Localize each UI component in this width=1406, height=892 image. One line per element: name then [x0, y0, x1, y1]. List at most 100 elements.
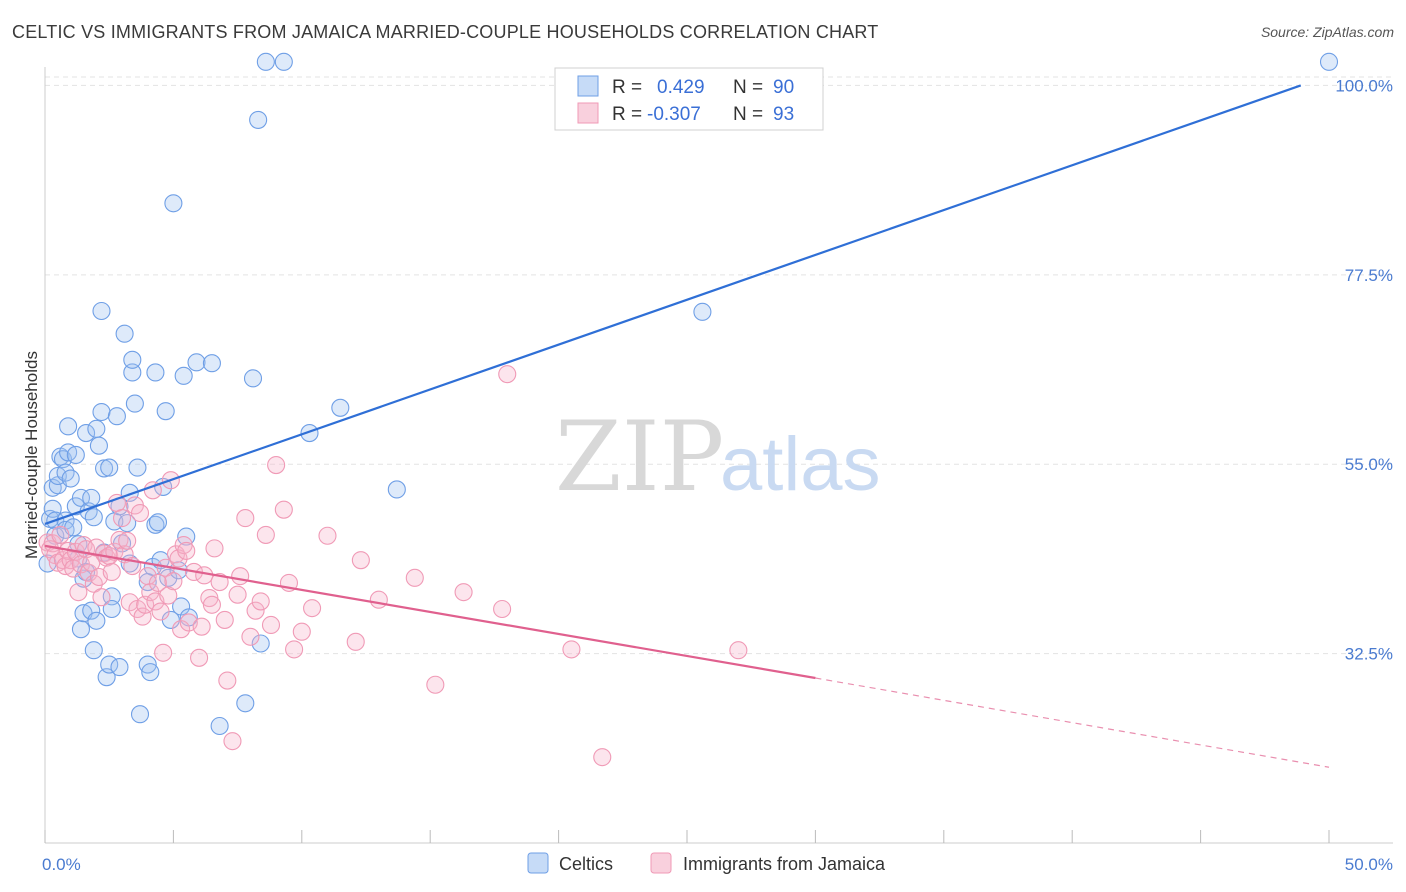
jamaica-trend-line — [44, 544, 816, 680]
celtics-point-84 — [274, 52, 293, 71]
celtics-point-63 — [146, 363, 165, 382]
jamaica-point-32 — [120, 593, 139, 612]
jamaica-points — [38, 365, 748, 767]
legend-n-label-1: N = — [733, 77, 763, 98]
celtics-point-3 — [43, 478, 62, 497]
jamaica-point-88 — [493, 599, 512, 619]
y-tick-label-2: 77.5% — [1345, 266, 1393, 285]
y-tick-label-0: 32.5% — [1345, 645, 1393, 664]
celtics-point-32 — [87, 611, 106, 630]
jamaica-point-89 — [498, 365, 517, 384]
celtics-point-40 — [100, 458, 119, 477]
celtics-point-57 — [130, 705, 150, 724]
celtics-point-31 — [84, 508, 103, 527]
jamaica-point-91 — [593, 748, 612, 767]
celtics-point-15 — [61, 469, 80, 488]
jamaica-point-73 — [256, 525, 275, 544]
y-tick-labels: 32.5% 55.0% 77.5% 100.0% — [1335, 76, 1393, 663]
jamaica-point-43 — [148, 573, 168, 592]
jamaica-point-74 — [261, 615, 281, 635]
jamaica-point-39 — [138, 567, 157, 586]
jamaica-point-36 — [130, 503, 150, 523]
celtics-point-82 — [251, 634, 270, 653]
jamaica-point-54 — [177, 541, 196, 560]
celtics-point-79 — [236, 694, 255, 713]
legend-r-label-1: R = — [612, 77, 642, 98]
celtics-point-67 — [156, 402, 175, 421]
jamaica-point-51 — [169, 549, 188, 568]
trend-lines — [44, 84, 1330, 768]
legend-swatch-blue — [577, 75, 599, 97]
jamaica-point-63 — [210, 573, 229, 592]
celtics-point-49 — [115, 324, 134, 343]
y-axis-label: Married-couple Households — [22, 351, 41, 559]
bottom-legend-celtics: Celtics — [559, 854, 613, 874]
legend-n-label-2: N = — [733, 104, 763, 125]
celtics-trend-line — [44, 84, 1302, 526]
jamaica-point-67 — [228, 585, 247, 604]
jamaica-point-25 — [102, 562, 121, 582]
celtics-point-22 — [71, 488, 91, 507]
celtics-point-66 — [154, 477, 173, 496]
y-tick-label-1: 55.0% — [1345, 455, 1393, 474]
jamaica-point-31 — [118, 531, 137, 550]
celtics-point-21 — [71, 620, 91, 639]
celtics-point-30 — [84, 641, 103, 660]
celtics-point-64 — [148, 513, 168, 532]
celtics-point-81 — [249, 110, 268, 129]
bottom-legend-swatch-jamaica — [650, 852, 672, 874]
jamaica-point-68 — [231, 567, 250, 586]
celtics-point-85 — [300, 424, 319, 443]
celtics-point-83 — [256, 52, 275, 71]
jamaica-point-40 — [141, 583, 160, 602]
celtics-point-45 — [107, 407, 126, 426]
jamaica-point-28 — [110, 530, 129, 550]
jamaica-point-87 — [454, 583, 473, 602]
jamaica-point-62 — [205, 539, 224, 558]
jamaica-point-80 — [303, 599, 322, 618]
celtics-point-53 — [123, 363, 142, 382]
celtics-point-14 — [59, 417, 78, 436]
jamaica-point-82 — [346, 632, 365, 651]
celtics-point-76 — [187, 353, 206, 372]
jamaica-point-29 — [112, 509, 132, 528]
watermark-zip: ZIP — [555, 401, 724, 513]
celtics-point-55 — [125, 394, 144, 413]
watermark-atlas: atlas — [720, 422, 881, 507]
jamaica-point-12 — [69, 583, 88, 602]
celtics-point-86 — [331, 398, 350, 417]
jamaica-point-65 — [218, 671, 237, 690]
celtics-point-28 — [82, 488, 101, 507]
jamaica-point-81 — [318, 526, 337, 545]
y-tick-label-3: 100.0% — [1335, 76, 1393, 95]
celtics-point-35 — [92, 402, 111, 422]
celtics-point-88 — [693, 302, 712, 321]
celtics-point-2 — [43, 499, 62, 518]
watermark: ZIP atlas — [555, 401, 881, 513]
celtics-point-37 — [95, 459, 114, 478]
legend: R = 0.429 N = 90 R = -0.307 N = 93 — [554, 67, 824, 131]
celtics-point-62 — [146, 515, 165, 534]
legend-r-value-2: -0.307 — [647, 104, 701, 125]
jamaica-point-64 — [215, 610, 234, 629]
celtics-point-36 — [92, 301, 111, 321]
legend-n-value-1: 90 — [773, 77, 794, 98]
celtics-point-89 — [1319, 52, 1339, 71]
legend-r-label-2: R = — [612, 104, 642, 125]
jamaica-point-86 — [426, 675, 445, 694]
jamaica-point-49 — [164, 572, 183, 591]
celtics-point-73 — [174, 366, 193, 385]
celtics-point-54 — [123, 350, 142, 369]
jamaica-point-21 — [92, 588, 111, 607]
celtics-point-87 — [387, 480, 406, 499]
legend-box — [554, 67, 824, 131]
legend-swatch-pink — [577, 102, 599, 124]
celtics-point-80 — [243, 369, 263, 388]
jamaica-point-52 — [172, 620, 191, 639]
jamaica-point-5 — [51, 525, 70, 544]
jamaica-point-85 — [405, 568, 424, 587]
jamaica-point-57 — [190, 648, 209, 667]
jamaica-point-37 — [133, 607, 152, 626]
bottom-legend-jamaica: Immigrants from Jamaica — [683, 854, 886, 874]
jamaica-point-72 — [251, 592, 270, 611]
